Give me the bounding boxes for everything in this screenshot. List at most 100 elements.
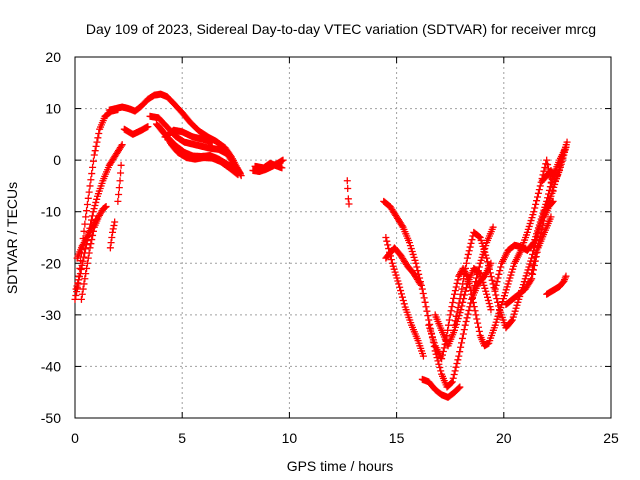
data-point [89,163,97,171]
data-point [93,195,101,203]
data-point [492,281,500,289]
data-point [558,157,566,165]
data-point [543,197,551,205]
data-point [484,261,492,269]
data-point [438,351,446,359]
data-point [278,164,286,172]
data-point [444,326,452,334]
data-point [529,261,537,269]
data-point [563,138,571,146]
y-tick-label: 10 [45,101,61,117]
data-point [549,197,557,205]
data-point [83,259,91,267]
data-point [467,287,475,295]
data-point [451,367,459,375]
data-point [107,239,115,247]
data-point [489,223,497,231]
data-point [91,202,99,210]
data-point [447,379,455,387]
data-point [534,189,542,197]
data-point [91,147,99,155]
data-point [484,258,492,266]
data-point [461,291,469,299]
data-point [95,129,103,137]
data-point [531,204,539,212]
data-point [436,364,444,372]
data-point [455,352,463,360]
data-point [117,142,125,150]
data-point [90,151,98,159]
y-axis-label: SDTVAR / TECUs [4,182,20,294]
data-point [530,208,538,216]
data-point [539,221,547,229]
data-point [465,306,473,314]
y-tick-label: -20 [41,255,61,271]
data-point [78,261,86,269]
data-point [88,170,96,178]
data-point [114,197,122,205]
data-point [485,300,493,308]
data-point [92,215,100,223]
data-point [532,249,540,257]
data-point [279,156,287,164]
data-point [395,280,403,288]
x-axis-label: GPS time / hours [287,458,394,474]
data-point [84,254,92,262]
data-point [448,378,456,386]
data-point [71,295,79,303]
data-point [92,217,100,225]
data-point [464,310,472,318]
data-points [71,90,571,401]
data-point [535,186,543,194]
data-point [439,347,447,355]
data-point [468,236,476,244]
data-point [109,225,117,233]
y-tick-label: 0 [53,152,61,168]
data-point [75,276,83,284]
data-point [109,228,117,236]
data-point [435,360,443,368]
data-point [86,244,94,252]
y-tick-label: 20 [45,49,61,65]
data-point [460,275,468,283]
data-point [462,264,470,272]
axis-ticks [74,56,612,419]
data-point [450,321,458,329]
y-tick-label: -40 [41,358,61,374]
data-point [421,298,429,306]
data-point [530,257,538,265]
data-point [73,282,81,290]
data-point [455,299,463,307]
data-point [540,217,548,225]
data-point [487,273,495,281]
data-point [89,157,97,165]
data-point [449,374,457,382]
data-point [462,287,470,295]
data-point [475,263,483,271]
data-point [74,279,82,287]
data-point [89,208,97,216]
data-point [451,287,459,295]
y-tick-label: -10 [41,204,61,220]
data-point [470,285,478,293]
data-point [468,294,476,302]
data-point [483,290,491,298]
data-point [533,197,541,205]
grid-lines [75,57,611,418]
data-point [543,156,551,164]
data-point [535,240,543,248]
data-point [412,259,420,267]
data-point [80,253,88,261]
data-point [547,213,555,221]
data-point [434,357,442,365]
data-point [536,234,544,241]
data-point [562,272,570,280]
data-point [451,317,459,325]
data-point [458,339,466,347]
data-point [343,177,351,185]
data-point [398,290,406,298]
data-point [491,285,499,293]
data-point [459,298,467,306]
data-point [528,270,536,278]
data-point [382,234,390,241]
